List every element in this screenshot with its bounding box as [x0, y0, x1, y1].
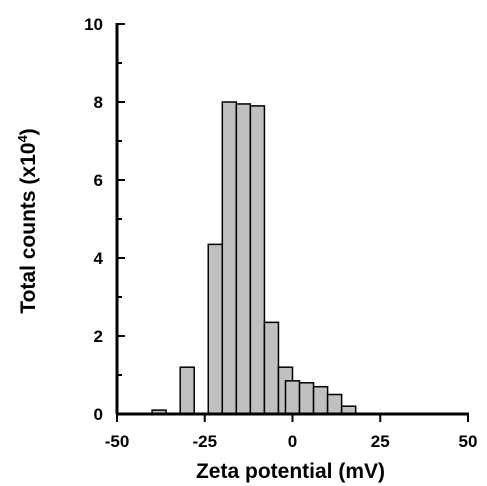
y-axis-label: Total counts (x104)	[15, 128, 40, 313]
histogram-bar	[249, 105, 266, 415]
histogram-bar	[263, 321, 280, 415]
y-tick-label: 8	[94, 93, 103, 112]
y-axis-label-main: Total counts (x10	[17, 143, 40, 314]
y-tick-label: 6	[94, 171, 103, 190]
x-axis-label: Zeta potential (mV)	[196, 460, 385, 483]
x-ticks-group: -50 -25 0 25 50	[105, 414, 478, 451]
histogram-bar	[284, 380, 301, 415]
x-tick-label: 50	[459, 432, 478, 451]
y-tick-label: 10	[84, 15, 103, 34]
histogram-bar	[179, 366, 195, 415]
histogram-bar	[221, 101, 238, 415]
bars-group	[151, 101, 357, 415]
x-tick-label: -25	[192, 432, 217, 451]
histogram-bar	[298, 382, 315, 415]
y-tick-label: 4	[94, 249, 104, 268]
x-tick-label: -50	[105, 432, 130, 451]
histogram-bar	[235, 103, 252, 415]
histogram-bar	[326, 393, 343, 415]
histogram-bar	[207, 243, 224, 415]
y-tick-label: 0	[94, 405, 103, 424]
y-ticks-group: 0 2 4 6 8 10	[84, 15, 125, 424]
x-tick-label: 25	[371, 432, 390, 451]
histogram-bar	[312, 385, 329, 415]
y-axis-label-exponent: 4	[15, 135, 30, 143]
y-tick-label: 2	[94, 327, 103, 346]
x-tick-label: 0	[288, 432, 297, 451]
y-axis-label-close: )	[17, 128, 40, 135]
